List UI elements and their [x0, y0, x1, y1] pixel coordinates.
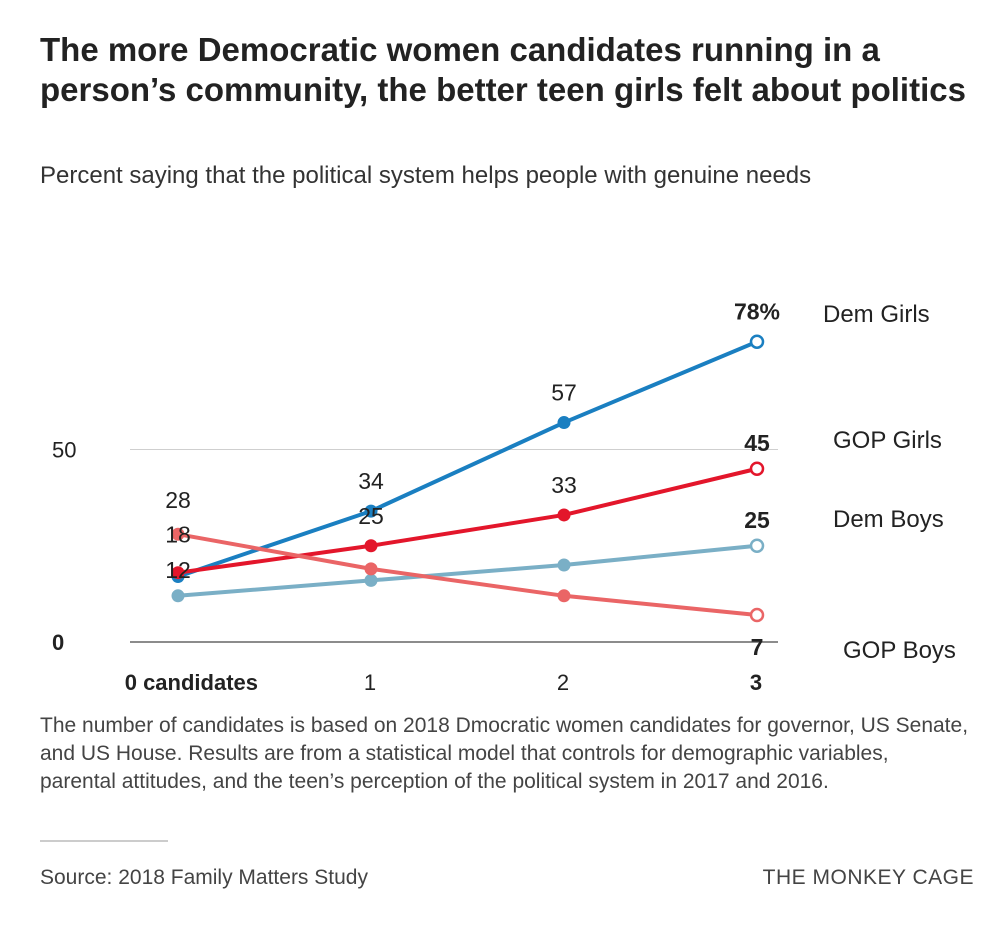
data-point-gop-boys-2: [557, 589, 571, 603]
y-tick-label-50: 50: [52, 438, 76, 463]
data-point-gop-boys-3: [749, 607, 765, 623]
data-point-dem-girls-3: [749, 334, 765, 349]
series-name-gop-girls: GOP Girls: [833, 427, 942, 454]
data-label-dem-girls-3: 78%: [734, 299, 780, 325]
x-tick-label-1: 1: [364, 670, 376, 695]
series-line-gop-boys: [176, 532, 759, 618]
chart-title: The more Democratic women candidates run…: [40, 31, 966, 108]
series-name-dem-girls: Dem Girls: [823, 301, 930, 328]
data-point-gop-boys-0: [171, 527, 185, 541]
data-label-gop-girls-2: 33: [551, 472, 577, 498]
series-line-gop-girls: [176, 466, 759, 575]
data-point-dem-girls-1: [364, 504, 378, 518]
series-line-dem-girls: [176, 339, 759, 579]
data-point-gop-girls-0: [171, 566, 185, 580]
series-lines: [176, 339, 759, 618]
data-point-dem-boys-0: [171, 589, 185, 603]
data-label-dem-boys-0: 12: [165, 557, 191, 583]
footnote: The number of candidates is based on 201…: [40, 714, 969, 793]
data-point-dem-girls-2: [557, 416, 571, 430]
chart-subtitle: Percent saying that the political system…: [40, 162, 812, 189]
series-points: [171, 334, 765, 623]
data-point-gop-girls-1: [364, 539, 378, 553]
data-label-dem-boys-3: 25: [744, 507, 770, 533]
divider: [40, 840, 168, 842]
x-tick-label-2: 2: [557, 670, 569, 695]
data-label-gop-boys-0: 28: [165, 487, 191, 513]
series-line-dem-boys: [176, 543, 759, 598]
data-point-dem-boys-2: [557, 558, 571, 572]
data-point-dem-boys-1: [364, 573, 378, 587]
grid-layer: [130, 449, 778, 643]
data-point-dem-boys-3: [749, 538, 765, 553]
data-point-gop-girls-2: [557, 508, 571, 522]
data-point-gop-girls-3: [749, 461, 765, 476]
brand-label: THE MONKEY CAGE: [762, 866, 974, 889]
data-labels: 34 57 78% Dem Girls 18 25 33 45 GOP Girls 12 25 Dem…: [165, 299, 956, 664]
data-label-gop-girls-3: 45: [744, 430, 770, 456]
data-label-dem-girls-2: 57: [551, 380, 577, 406]
series-name-dem-boys: Dem Boys: [833, 506, 944, 533]
data-label-gop-girls-1: 25: [358, 503, 384, 529]
source-text: Source: 2018 Family Matters Study: [40, 866, 368, 889]
data-label-gop-boys-3: 7: [751, 634, 764, 660]
x-tick-label-0: 0 candidates: [125, 670, 258, 695]
data-label-gop-girls-0: 18: [165, 522, 191, 548]
x-tick-label-3: 3: [750, 670, 762, 695]
data-label-dem-girls-1: 34: [358, 468, 384, 494]
series-name-gop-boys: GOP Boys: [843, 637, 956, 664]
data-point-gop-boys-1: [364, 562, 378, 576]
y-tick-label-0: 0: [52, 630, 64, 655]
